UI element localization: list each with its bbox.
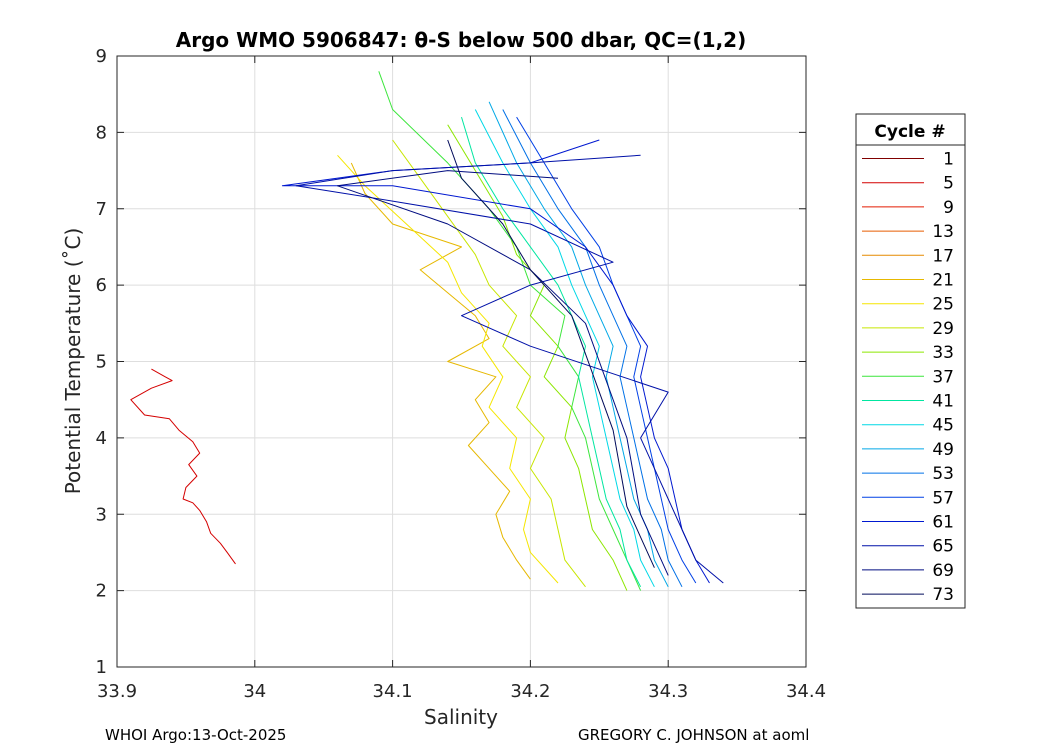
series-line-cycle-41 [461,116,642,588]
y-tick-label: 6 [96,275,107,296]
legend-label-cycle-5: 5 [943,174,954,194]
y-tick-label: 9 [96,46,107,67]
y-tick-label: 1 [96,657,107,678]
series-line-cycle-57 [516,116,697,584]
x-tick-label: 34.2 [510,681,550,702]
footer-source: WHOI Argo:13-Oct-2025 [105,726,286,744]
series-line-cycle-45 [474,109,655,588]
series-line-cycle-21 [350,162,531,580]
y-tick-label: 4 [96,428,107,449]
y-tick-label: 5 [96,352,107,373]
legend-label-cycle-65: 65 [932,537,954,557]
legend-label-cycle-29: 29 [932,319,954,339]
y-axis-label: Potential Temperature (˚C) [61,228,85,495]
legend-label-cycle-37: 37 [932,367,954,387]
x-tick-label: 33.9 [97,681,137,702]
legend-label-cycle-41: 41 [932,392,954,412]
legend: Cycle # 1 5 9 13 17 21 25 29 33 37 41 45 49 53 57 61 65 6… [855,113,966,609]
y-tick-label: 7 [96,199,107,220]
series-line-cycle-69 [337,170,669,576]
legend-label-cycle-13: 13 [932,222,954,242]
series-line-cycle-53 [502,109,683,588]
legend-label-cycle-57: 57 [932,488,954,508]
x-tick-label: 34.4 [786,681,826,702]
legend-label-cycle-73: 73 [932,585,954,605]
legend-label-cycle-69: 69 [932,561,954,581]
series-line-cycle-65 [295,154,724,584]
legend-label-cycle-61: 61 [932,513,954,533]
series-line-cycle-25 [337,154,559,584]
x-tick-label: 34.3 [648,681,688,702]
series-line-cycle-73 [447,139,655,568]
y-tick-label: 2 [96,581,107,602]
legend-label-cycle-33: 33 [932,343,954,363]
y-tick-label: 3 [96,504,107,525]
x-axis-label: Salinity [424,705,498,729]
legend-label-cycle-49: 49 [932,440,954,460]
legend-label-cycle-1: 1 [943,150,954,170]
legend-label-cycle-53: 53 [932,464,954,484]
series-line-cycle-61 [281,139,710,584]
legend-label-cycle-25: 25 [932,295,954,315]
legend-label-cycle-45: 45 [932,416,954,436]
series-line-cycle-33 [447,124,628,591]
chart-title: Argo WMO 5906847: θ-S below 500 dbar, QC… [176,28,746,52]
series-line-cycle-5 [130,368,236,565]
series-lines [130,71,724,591]
legend-label-cycle-21: 21 [932,271,954,291]
legend-box [855,113,966,609]
legend-label-cycle-9: 9 [943,198,954,218]
x-tick-label: 34.1 [373,681,413,702]
y-tick-label: 8 [96,122,107,143]
footer-credit: GREGORY C. JOHNSON at aoml [578,726,809,744]
x-tick-label: 34 [243,681,266,702]
legend-label-cycle-17: 17 [932,246,954,266]
legend-entries: 1 5 9 13 17 21 25 29 33 37 41 45 49 53 57 61 65 69 73 [862,150,954,605]
legend-title: Cycle # [874,122,945,142]
